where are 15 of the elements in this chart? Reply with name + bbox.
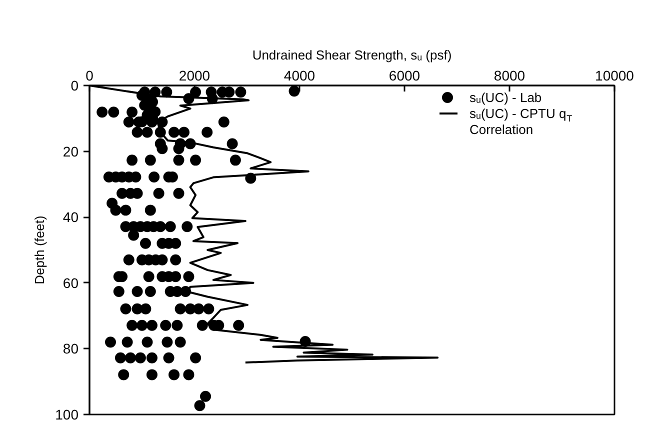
legend-label: sᵤ(UC) - Lab — [470, 90, 542, 105]
x-axis-title: Undrained Shear Strength, sᵤ (psf) — [252, 48, 452, 62]
y-tick-label: 60 — [62, 274, 79, 291]
y-tick-label: 100 — [55, 406, 79, 422]
y-tick-label: 20 — [62, 143, 79, 160]
y-tick-label: 0 — [70, 78, 79, 94]
x-tick-label: 2000 — [178, 68, 210, 84]
y-tick-label: 80 — [62, 340, 79, 357]
x-tick-label: 8000 — [494, 68, 526, 84]
x-tick-label: 6000 — [388, 68, 420, 84]
x-tick-label: 0 — [86, 68, 94, 84]
y-tick-label: 40 — [62, 209, 79, 226]
y-axis-title: Depth (feet) — [32, 216, 48, 284]
x-tick-label: 10000 — [595, 68, 634, 84]
x-tick-label: 4000 — [284, 68, 316, 84]
